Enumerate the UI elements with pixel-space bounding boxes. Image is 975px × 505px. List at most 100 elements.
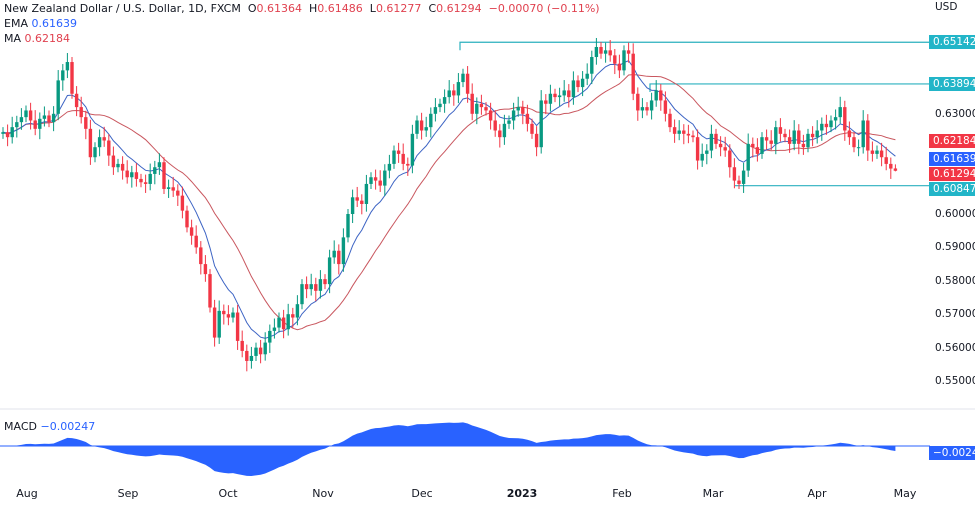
candle-body [337,250,341,265]
candle-body [350,197,355,214]
candle-body [332,250,336,258]
candle-body [15,122,19,128]
candle-body [180,195,185,211]
candle-body [199,247,203,265]
candle-body [829,120,833,128]
horizontal-level-line [459,41,930,51]
candle-body [217,310,221,338]
candle-body [240,340,244,351]
candle-body [475,103,479,114]
candle-body [755,147,760,154]
macd-area [3,422,896,476]
candle-body [465,73,470,94]
candle-body [419,120,424,131]
candle-body [281,317,286,330]
candle-body [705,150,709,154]
candle-body [203,264,208,275]
time-label-mar: Mar [702,487,724,500]
candle-body [751,143,755,148]
candle-body [488,110,493,121]
candle-body [645,107,649,111]
candle-body [866,120,870,151]
candle-body [810,133,815,138]
candle-body [314,284,318,291]
candle-body [787,137,792,144]
candle-body [484,107,488,111]
candle-body [815,130,819,138]
candle-body [355,197,359,201]
candle-body [61,70,65,81]
time-label-nov: Nov [312,487,334,500]
candle-body [79,107,83,118]
candle-body [254,347,258,356]
candle-body [268,330,272,343]
time-label-may: May [893,487,917,500]
price-label: 0.61294 [929,167,975,182]
currency-label: USD [935,1,958,13]
candle-body [833,117,838,121]
candle-body [649,100,654,111]
candle-body [166,187,171,189]
price-label: 0.60847 [929,182,975,197]
candle-body [668,113,672,128]
candle-body [318,279,323,291]
candle-body [741,170,746,184]
candle-body [456,82,461,96]
candle-body [737,180,741,184]
candle-body [383,170,387,186]
candle-body [691,135,695,138]
candle-body [346,214,350,238]
candle-body [599,47,603,54]
candle-body [130,172,134,178]
candle-body [222,310,226,315]
candle-body [102,137,106,141]
candle-body [709,133,714,151]
candle-body [226,314,231,318]
candle-body [433,107,438,114]
symbol-title: New Zealand Dollar / U.S. Dollar, 1D, FX… [4,2,241,15]
candle-body [603,50,608,54]
candle-body [300,284,304,305]
price-tick: 0.56000 [935,341,975,354]
candle-body [764,137,769,141]
candle-body [84,117,88,129]
macd-legend[interactable]: MACD −0.00247 [4,420,96,433]
ema-legend[interactable]: EMA 0.61639 [4,17,77,30]
candle-body [392,150,396,164]
candle-body [507,120,511,124]
candle-body [51,113,56,123]
candle-body [884,157,888,164]
candle-body [249,355,254,361]
candle-body [714,133,718,144]
candle-body [438,103,442,108]
ma-legend[interactable]: MA 0.62184 [4,32,71,45]
candle-body [672,127,677,134]
price-label: 0.62184 [929,134,975,149]
candle-body [304,284,309,290]
candle-body [185,210,189,228]
candle-body [695,137,700,161]
candle-body [659,90,663,101]
candle-body [875,150,879,154]
candle-body [373,177,378,181]
candle-body [622,50,626,71]
candle-body [636,93,640,111]
candle-body [277,317,281,328]
candle-body [424,127,428,131]
candle-body [686,133,691,136]
candle-body [544,100,548,104]
time-label-apr: Apr [807,487,827,500]
candle-body [415,120,419,134]
candle-body [852,137,856,148]
candle-body [360,200,364,204]
candle-body [769,140,773,144]
candle-body [783,133,787,138]
candle-body [530,123,534,134]
candle-body [820,123,824,131]
candle-body [148,173,152,184]
open-value: 0.61364 [256,2,303,15]
candle-body [429,113,433,128]
candle-body [263,342,267,355]
candle-body [447,90,451,98]
